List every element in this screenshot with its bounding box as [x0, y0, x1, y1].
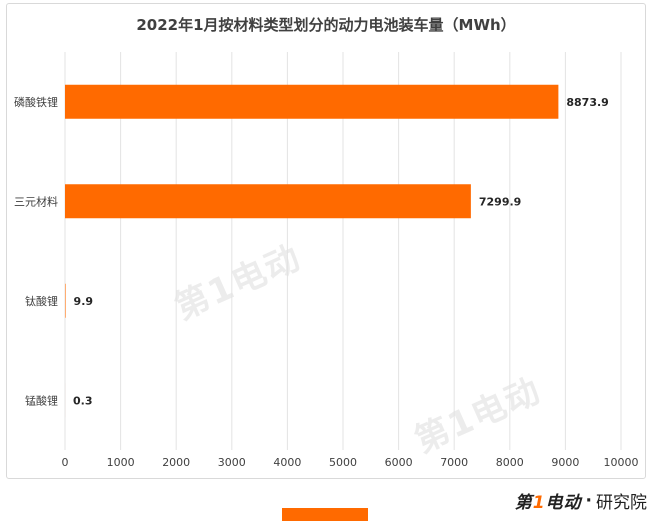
bar	[65, 283, 66, 318]
data-label: 9.9	[74, 295, 94, 308]
x-tick-label: 3000	[218, 456, 246, 469]
x-tick-label: 9000	[551, 456, 579, 469]
x-tick-label: 7000	[440, 456, 468, 469]
bar	[65, 84, 559, 119]
data-label: 7299.9	[479, 195, 521, 208]
data-label: 0.3	[73, 394, 93, 407]
x-tick-label: 10000	[604, 456, 639, 469]
brand-logo: 第1电动	[515, 488, 582, 513]
x-tick-label: 5000	[329, 456, 357, 469]
bar	[65, 184, 471, 219]
x-tick-label: 8000	[496, 456, 524, 469]
category-label: 锰酸锂	[25, 393, 58, 407]
brand-dot: ·	[585, 490, 592, 511]
brand-logo-one: 1	[532, 493, 546, 513]
x-tick-label: 1000	[107, 456, 135, 469]
x-tick-label: 4000	[273, 456, 301, 469]
category-label: 三元材料	[14, 194, 58, 208]
category-label: 钛酸锂	[25, 294, 58, 308]
data-label: 8873.9	[566, 96, 608, 109]
x-tick-label: 2000	[162, 456, 190, 469]
chart-frame: 2022年1月按材料类型划分的动力电池装车量（MWh）	[6, 3, 646, 479]
category-label: 磷酸铁锂	[14, 95, 58, 109]
brand-suffix: 研究院	[596, 493, 647, 513]
brand-logo-left: 第	[514, 493, 533, 513]
brand-logo-right: 电动	[545, 493, 582, 513]
footer-brand: 第1电动 · 研究院	[515, 488, 647, 514]
x-tick-label: 0	[62, 456, 69, 469]
chart-title: 2022年1月按材料类型划分的动力电池装车量（MWh）	[136, 16, 516, 34]
x-tick-label: 6000	[385, 456, 413, 469]
bottom-accent-bar	[282, 508, 368, 521]
